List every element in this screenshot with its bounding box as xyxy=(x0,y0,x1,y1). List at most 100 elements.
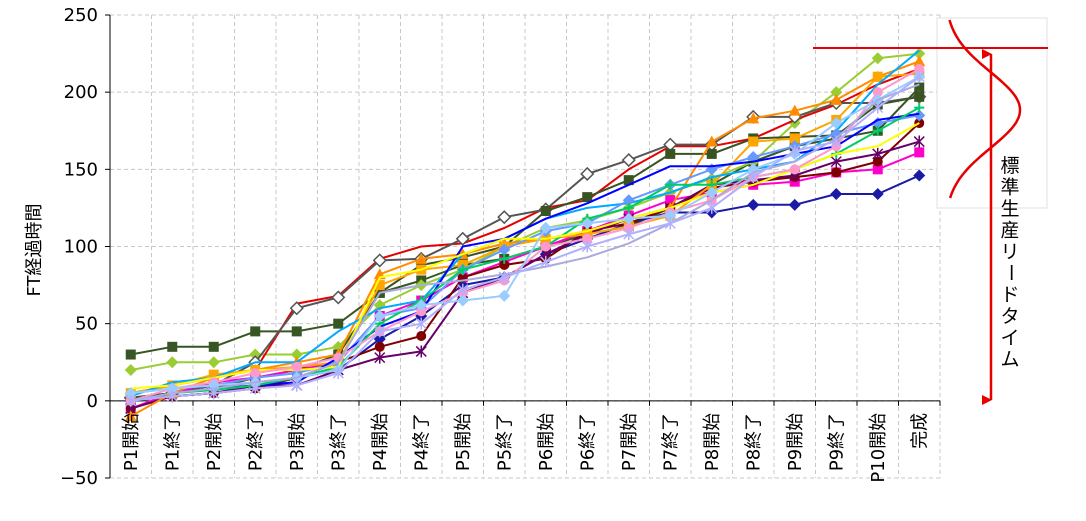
data-point xyxy=(705,135,718,147)
data-point xyxy=(291,326,302,337)
data-point xyxy=(166,382,179,395)
data-point xyxy=(914,147,925,158)
lead-time-label-char: ー xyxy=(1000,263,1022,282)
data-point xyxy=(622,194,635,207)
data-point xyxy=(706,148,717,159)
lead-time-label-char: 産 xyxy=(1000,220,1019,242)
x-tick-label: P4開始 xyxy=(370,413,391,471)
grid-lines xyxy=(110,14,941,479)
data-point xyxy=(789,133,800,144)
data-point xyxy=(499,253,510,264)
data-point xyxy=(498,243,511,256)
x-tick-label: P4終了 xyxy=(411,413,432,471)
series-line xyxy=(130,68,920,395)
x-tick-label: P5終了 xyxy=(494,413,515,471)
data-point xyxy=(665,179,676,190)
data-point xyxy=(623,228,635,241)
data-point xyxy=(166,356,179,369)
data-point xyxy=(498,271,510,284)
data-point xyxy=(914,82,925,93)
data-point xyxy=(374,351,386,364)
lead-time-label-char: ム xyxy=(1000,349,1019,371)
y-tick-labels: 250 200 150 100 50 0 −50 xyxy=(60,5,98,489)
data-point xyxy=(830,117,843,130)
data-point xyxy=(540,206,551,217)
x-tick-label: P2開始 xyxy=(204,413,225,471)
x-tick-label: P6開始 xyxy=(536,413,557,471)
y-axis-label: FT経過時間 xyxy=(24,203,45,296)
data-point xyxy=(580,166,595,182)
data-point xyxy=(788,198,801,211)
data-point xyxy=(789,164,800,175)
data-point xyxy=(830,135,842,148)
x-tick-label: P8開始 xyxy=(702,413,723,471)
data-point xyxy=(872,156,883,167)
lead-time-label-char: イ xyxy=(1000,327,1019,349)
data-point xyxy=(374,325,386,338)
data-point xyxy=(623,175,634,186)
x-tick-label: P5開始 xyxy=(453,413,474,471)
x-tick-label: 完成 xyxy=(909,413,930,449)
series-line xyxy=(130,122,920,390)
data-point xyxy=(499,260,510,271)
x-tick-label: P1終了 xyxy=(162,413,183,471)
data-point xyxy=(208,369,219,380)
data-point xyxy=(831,167,842,178)
data-point xyxy=(665,195,676,206)
data-point xyxy=(621,153,636,168)
data-point xyxy=(539,221,552,234)
data-point xyxy=(289,301,304,316)
data-point xyxy=(582,192,593,203)
data-point xyxy=(830,93,843,105)
data-point xyxy=(415,299,428,312)
data-point xyxy=(706,201,718,214)
lead-time-label-char: 生 xyxy=(1000,198,1019,220)
data-point xyxy=(581,240,593,253)
data-point xyxy=(415,252,428,264)
x-tick-label: P3終了 xyxy=(328,413,349,471)
y-tick-label: 200 xyxy=(64,82,98,103)
data-point xyxy=(913,47,926,60)
x-tick-label: P10開始 xyxy=(868,413,889,483)
data-point xyxy=(747,171,759,184)
data-point xyxy=(374,280,385,291)
data-point xyxy=(872,87,883,98)
data-point xyxy=(872,125,883,136)
bell-curve xyxy=(948,19,1022,199)
data-point xyxy=(167,341,178,352)
data-point xyxy=(373,333,386,346)
lead-time-label-char: ド xyxy=(1000,284,1019,306)
data-point xyxy=(747,112,760,124)
data-point xyxy=(872,101,884,114)
data-point xyxy=(124,363,137,376)
data-point xyxy=(914,64,925,75)
data-point xyxy=(457,264,468,275)
x-tick-label: P6終了 xyxy=(577,413,598,471)
lead-time-label-char: 標 xyxy=(1000,155,1019,177)
data-point xyxy=(914,102,925,113)
y-tick-label: −50 xyxy=(60,468,98,489)
data-point xyxy=(331,290,346,305)
data-point xyxy=(664,209,677,222)
data-point xyxy=(914,91,925,102)
data-point xyxy=(913,55,926,67)
data-point xyxy=(332,367,344,380)
data-point xyxy=(290,348,303,361)
data-point xyxy=(830,188,843,201)
data-point xyxy=(374,341,385,352)
data-point xyxy=(291,361,302,372)
data-point xyxy=(664,217,676,230)
y-tick-label: 0 xyxy=(87,391,98,412)
axes xyxy=(105,14,941,479)
data-point xyxy=(871,188,884,201)
data-point xyxy=(830,86,843,99)
data-point xyxy=(705,186,718,199)
series-20 xyxy=(125,70,925,407)
series-3 xyxy=(130,68,920,395)
data-point xyxy=(372,253,387,268)
data-point xyxy=(748,136,759,147)
data-point xyxy=(125,394,137,407)
